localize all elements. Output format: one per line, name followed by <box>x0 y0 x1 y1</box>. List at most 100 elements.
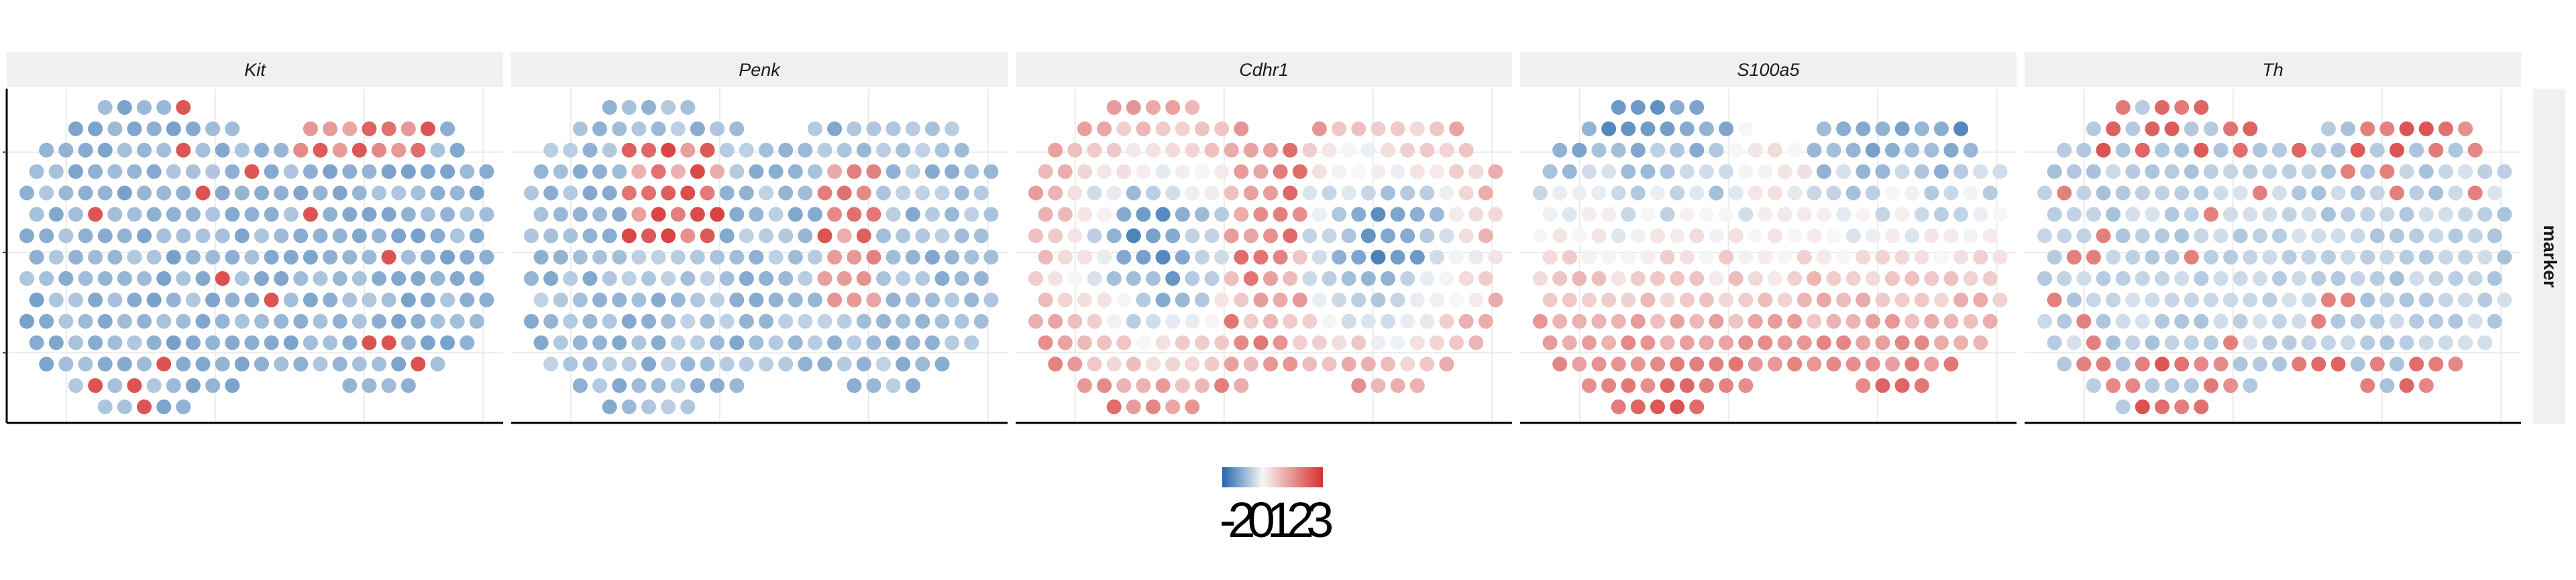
spot <box>68 292 83 307</box>
spot <box>1924 313 1939 329</box>
spot <box>2037 185 2052 201</box>
spot <box>700 313 715 329</box>
spot <box>1894 250 1910 265</box>
spot <box>934 185 950 201</box>
spot <box>391 228 407 244</box>
spot <box>563 228 578 244</box>
spot <box>847 250 862 265</box>
spot <box>78 228 93 244</box>
spot <box>78 313 93 329</box>
spot <box>670 164 686 179</box>
spot <box>1709 356 1724 372</box>
spot <box>1439 228 1454 244</box>
spot <box>582 185 598 201</box>
spot <box>2125 250 2141 265</box>
spot <box>1146 313 1161 329</box>
spot <box>1728 313 1743 329</box>
spot <box>934 356 950 372</box>
spot <box>2223 378 2239 393</box>
spot <box>411 185 426 201</box>
spot <box>2125 335 2141 350</box>
spot <box>1390 292 1405 307</box>
spot <box>915 142 930 158</box>
spot <box>1204 271 1220 286</box>
spot <box>107 378 123 393</box>
spot <box>1038 335 1053 350</box>
spot <box>2106 164 2121 179</box>
spot <box>1933 164 1949 179</box>
spot <box>905 335 920 350</box>
spot <box>1468 207 1484 222</box>
spot <box>1650 228 1665 244</box>
spot <box>1077 378 1092 393</box>
spot <box>2301 207 2316 222</box>
spot <box>1630 356 1646 372</box>
spot <box>2252 142 2267 158</box>
spot <box>1650 313 1665 329</box>
spot <box>1263 271 1278 286</box>
spot <box>2467 142 2483 158</box>
spot <box>1155 207 1171 222</box>
spot <box>1728 142 1743 158</box>
spot <box>1057 164 1073 179</box>
colorbar-tick-label: 3 <box>1306 492 1332 548</box>
spot <box>1204 142 1220 158</box>
spot <box>592 378 608 393</box>
spot <box>1067 271 1083 286</box>
spot <box>1488 292 1503 307</box>
spot <box>2330 228 2346 244</box>
spot <box>924 164 940 179</box>
spot <box>342 378 358 393</box>
spot <box>1856 250 1871 265</box>
spot <box>2458 292 2473 307</box>
spot <box>1146 271 1161 286</box>
spot <box>1322 313 1337 329</box>
spot <box>2096 356 2111 372</box>
spot <box>2155 185 2169 201</box>
spot <box>97 313 113 329</box>
spot <box>1787 356 1803 372</box>
spot <box>342 121 358 136</box>
spot <box>362 207 377 222</box>
spot <box>2390 271 2404 286</box>
spot <box>166 164 181 179</box>
spot <box>460 292 475 307</box>
spot <box>1611 313 1626 329</box>
spot <box>778 313 794 329</box>
spot <box>876 185 891 201</box>
spot <box>293 313 309 329</box>
spot <box>1699 335 1714 350</box>
spot <box>274 271 289 286</box>
spot <box>2360 121 2375 136</box>
spot <box>1390 207 1405 222</box>
spot <box>661 228 676 244</box>
spot <box>254 313 269 329</box>
spot <box>2203 207 2218 222</box>
spot <box>234 271 250 286</box>
spot <box>372 228 386 244</box>
spot <box>1894 121 1910 136</box>
spot <box>1679 378 1695 393</box>
spot <box>1885 142 1900 158</box>
spot <box>469 185 484 201</box>
spot <box>1067 228 1083 244</box>
spot <box>1458 313 1474 329</box>
spot <box>195 142 211 158</box>
spot <box>1185 100 1200 115</box>
spot <box>670 207 686 222</box>
spot <box>1351 250 1366 265</box>
spot <box>352 142 367 158</box>
spot <box>1439 271 1454 286</box>
spot <box>1449 335 1464 350</box>
spot <box>2194 271 2209 286</box>
spot <box>283 164 299 179</box>
spot <box>1670 142 1685 158</box>
spot <box>885 207 901 222</box>
spot <box>2438 164 2453 179</box>
spot <box>1552 228 1568 244</box>
spot <box>1572 356 1587 372</box>
spot <box>2223 250 2239 265</box>
spot <box>572 250 588 265</box>
spot <box>1601 378 1617 393</box>
spot <box>631 250 647 265</box>
